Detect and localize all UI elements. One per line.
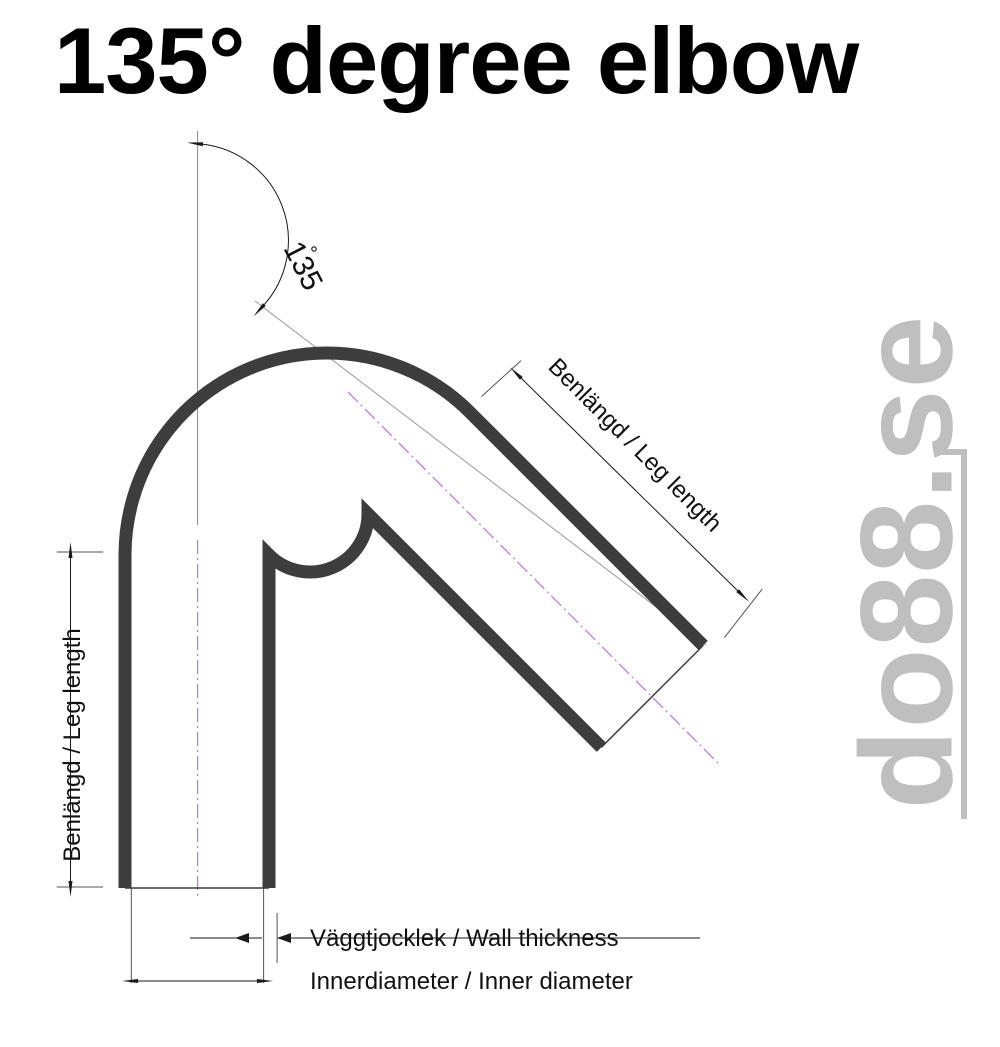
svg-text:Innerdiameter / Inner diameter: Innerdiameter / Inner diameter (310, 968, 633, 995)
svg-text:Väggtjocklek / Wall thickness: Väggtjocklek / Wall thickness (310, 925, 619, 952)
svg-text:135: 135 (277, 236, 329, 296)
svg-text:Benlängd / Leg length: Benlängd / Leg length (59, 628, 86, 862)
